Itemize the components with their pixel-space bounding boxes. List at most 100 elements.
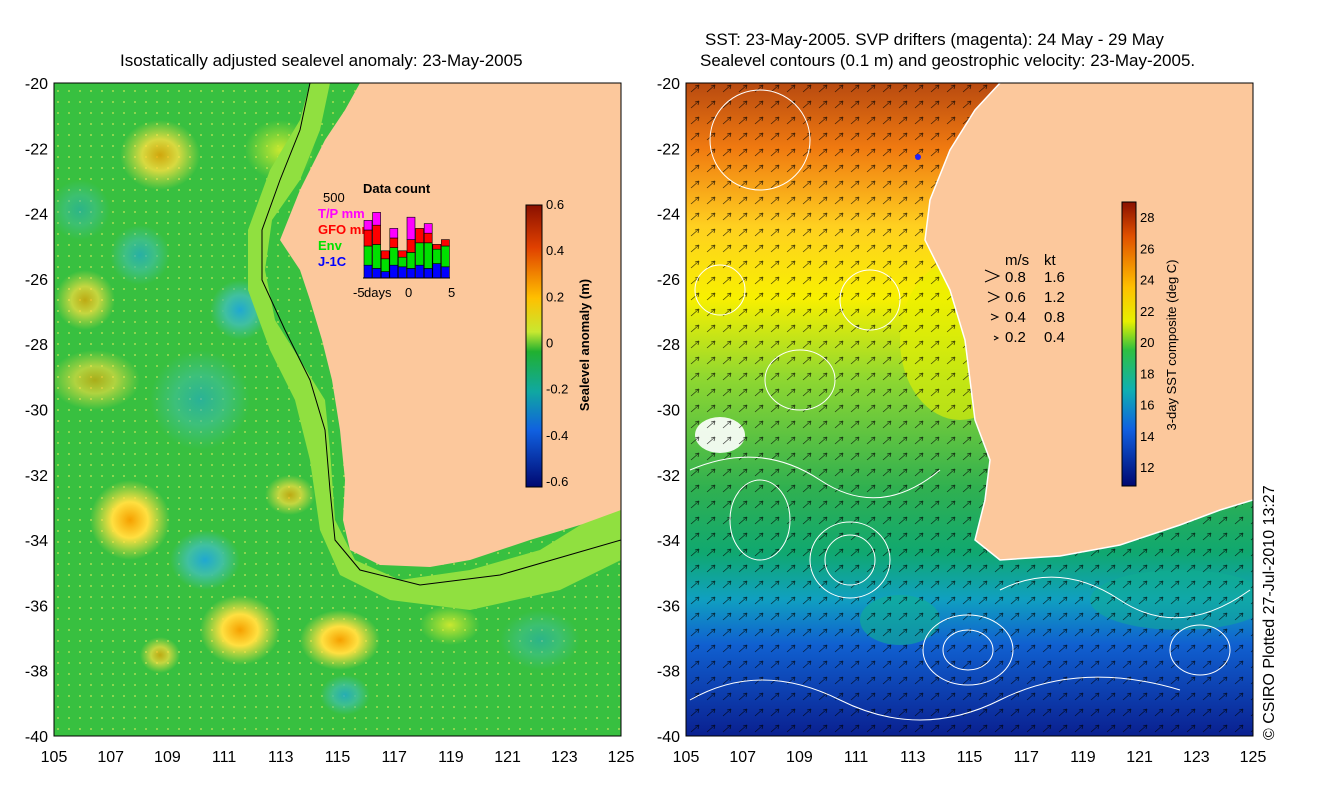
sla-colorbar-bar bbox=[525, 204, 543, 488]
data-count-bar-env bbox=[415, 242, 424, 266]
left-x-tick-label: 113 bbox=[268, 749, 294, 766]
right-x-tick-label: 125 bbox=[1240, 749, 1267, 766]
legend-kt-1: 1.2 bbox=[1044, 289, 1065, 306]
legend-j1c: J-1C bbox=[318, 254, 347, 269]
right-y-tick-label: -36 bbox=[657, 598, 680, 615]
legend-ms-2: 0.4 bbox=[1005, 309, 1026, 326]
left-y-axis: -20 -22 -24 -26 -28 -30 -32 -34 -36 -38 -40 bbox=[25, 76, 48, 746]
data-count-inset: Data count 500 T/P mm GFO mm Env J-1C -5… bbox=[318, 181, 455, 300]
sst-colorbar-tick: 14 bbox=[1140, 429, 1154, 444]
legend-arrow-0.4 bbox=[990, 313, 1000, 321]
data-count-tick-0: 0 bbox=[405, 285, 412, 300]
left-x-tick-label: 121 bbox=[494, 749, 521, 766]
data-count-bar-env bbox=[363, 245, 373, 266]
left-frame bbox=[53, 82, 622, 737]
data-count-bar-tp bbox=[389, 228, 399, 239]
left-x-tick-label: 119 bbox=[438, 749, 464, 766]
data-count-bar-env bbox=[441, 245, 450, 268]
data-count-bar-gfo bbox=[441, 239, 450, 247]
data-count-bar-tp bbox=[406, 216, 416, 240]
data-count-bar-env bbox=[423, 242, 433, 269]
data-count-bar-env bbox=[432, 248, 442, 264]
legend-arrow-0.6 bbox=[987, 291, 1001, 303]
sst-colorbar-tick: 26 bbox=[1140, 241, 1154, 256]
left-x-tick-label: 111 bbox=[212, 749, 236, 766]
data-count-bar-j1c bbox=[372, 268, 381, 279]
sst-colorbar-tick: 28 bbox=[1140, 210, 1154, 225]
right-y-tick-label: -20 bbox=[657, 76, 680, 93]
right-panel-title-line2: Sealevel contours (0.1 m) and geostrophi… bbox=[700, 51, 1196, 70]
left-y-tick-label: -32 bbox=[25, 468, 48, 485]
legend-ms-1: 0.6 bbox=[1005, 289, 1026, 306]
sla-colorbar-tick: 0 bbox=[546, 336, 553, 351]
right-x-tick-label: 115 bbox=[957, 749, 983, 766]
sla-colorbar-tick: -0.2 bbox=[546, 382, 568, 397]
right-panel-title-line1: SST: 23-May-2005. SVP drifters (magenta)… bbox=[705, 30, 1164, 49]
left-y-tick-label: -28 bbox=[25, 337, 48, 354]
left-x-axis: 105 107 109 111 113 115 117 119 121 123 125 bbox=[41, 749, 635, 766]
left-x-tick-label: 105 bbox=[41, 749, 68, 766]
legend-header-kt: kt bbox=[1044, 252, 1057, 269]
data-count-bar-gfo bbox=[406, 239, 416, 253]
right-x-tick-label: 123 bbox=[1183, 749, 1210, 766]
legend-kt-3: 0.4 bbox=[1044, 329, 1065, 346]
drifter-marker bbox=[915, 154, 921, 160]
data-count-bars bbox=[363, 212, 450, 279]
right-frame bbox=[685, 82, 1254, 737]
data-count-bar-j1c bbox=[406, 268, 416, 279]
left-x-tick-label: 117 bbox=[381, 749, 407, 766]
data-count-bar-tp bbox=[363, 220, 373, 231]
legend-ms-0: 0.8 bbox=[1005, 269, 1026, 286]
sst-colorbar-tick: 20 bbox=[1140, 335, 1154, 350]
data-count-bar-j1c bbox=[415, 264, 424, 279]
right-x-tick-label: 119 bbox=[1070, 749, 1096, 766]
data-count-bar-gfo bbox=[415, 228, 424, 244]
sla-colorbar: 0.6 0.4 0.2 0 -0.2 -0.4 -0.6 Sealevel anomaly … bbox=[525, 197, 592, 489]
right-x-tick-label: 121 bbox=[1126, 749, 1153, 766]
left-y-tick-label: -38 bbox=[25, 664, 48, 681]
data-count-xlabel: days bbox=[364, 285, 392, 300]
sst-colorbar-tick: 12 bbox=[1140, 460, 1154, 475]
data-count-bar-gfo bbox=[380, 250, 390, 260]
sla-colorbar-tick: 0.6 bbox=[546, 197, 564, 212]
data-count-bar-gfo bbox=[398, 250, 407, 258]
sst-colorbar-bar bbox=[1121, 201, 1137, 487]
right-land bbox=[925, 83, 1253, 560]
left-shelf-band bbox=[248, 83, 621, 610]
legend-gfo: GFO mm bbox=[318, 222, 373, 237]
left-x-tick-label: 107 bbox=[97, 749, 124, 766]
data-count-bar-gfo bbox=[389, 237, 399, 248]
credit-text: © CSIRO Plotted 27-Jul-2010 13:27 bbox=[1261, 485, 1278, 740]
right-y-tick-label: -32 bbox=[657, 468, 680, 485]
right-y-tick-label: -22 bbox=[657, 141, 680, 158]
right-y-tick-label: -30 bbox=[657, 403, 680, 420]
right-x-axis: 105 107 109 111 113 115 117 119 121 123 125 bbox=[673, 749, 1267, 766]
left-x-tick-label: 125 bbox=[608, 749, 635, 766]
sla-colorbar-tick: -0.6 bbox=[546, 474, 568, 489]
left-y-tick-label: -40 bbox=[25, 729, 48, 746]
sla-colorbar-tick: 0.4 bbox=[546, 243, 564, 258]
data-count-bar-j1c bbox=[423, 268, 433, 279]
right-map bbox=[686, 83, 1253, 736]
data-count-bar-gfo bbox=[423, 232, 433, 244]
right-y-axis: -20 -22 -24 -26 -28 -30 -32 -34 -36 -38 -40 bbox=[657, 76, 680, 746]
left-y-tick-label: -24 bbox=[25, 207, 48, 224]
right-x-tick-label: 113 bbox=[900, 749, 926, 766]
data-count-bar-tp bbox=[423, 223, 433, 234]
sst-colorbar-tick: 18 bbox=[1140, 366, 1154, 381]
sst-colorbar-tick: 24 bbox=[1140, 273, 1154, 288]
left-depth-contour bbox=[261, 83, 621, 586]
left-x-tick-label: 109 bbox=[154, 749, 181, 766]
data-count-title: Data count bbox=[363, 181, 431, 196]
data-count-bar-j1c bbox=[441, 266, 450, 279]
sla-colorbar-label: Sealevel anomaly (m) bbox=[577, 279, 592, 411]
legend-arrow-0.2 bbox=[993, 335, 1000, 341]
legend-tp: T/P mm bbox=[318, 206, 365, 221]
right-y-tick-label: -34 bbox=[657, 533, 680, 550]
sla-colorbar-tick: 0.2 bbox=[546, 289, 564, 304]
right-x-tick-label: 111 bbox=[844, 749, 868, 766]
right-y-tick-label: -24 bbox=[657, 207, 680, 224]
right-y-tick-label: -40 bbox=[657, 729, 680, 746]
left-y-tick-label: -30 bbox=[25, 403, 48, 420]
